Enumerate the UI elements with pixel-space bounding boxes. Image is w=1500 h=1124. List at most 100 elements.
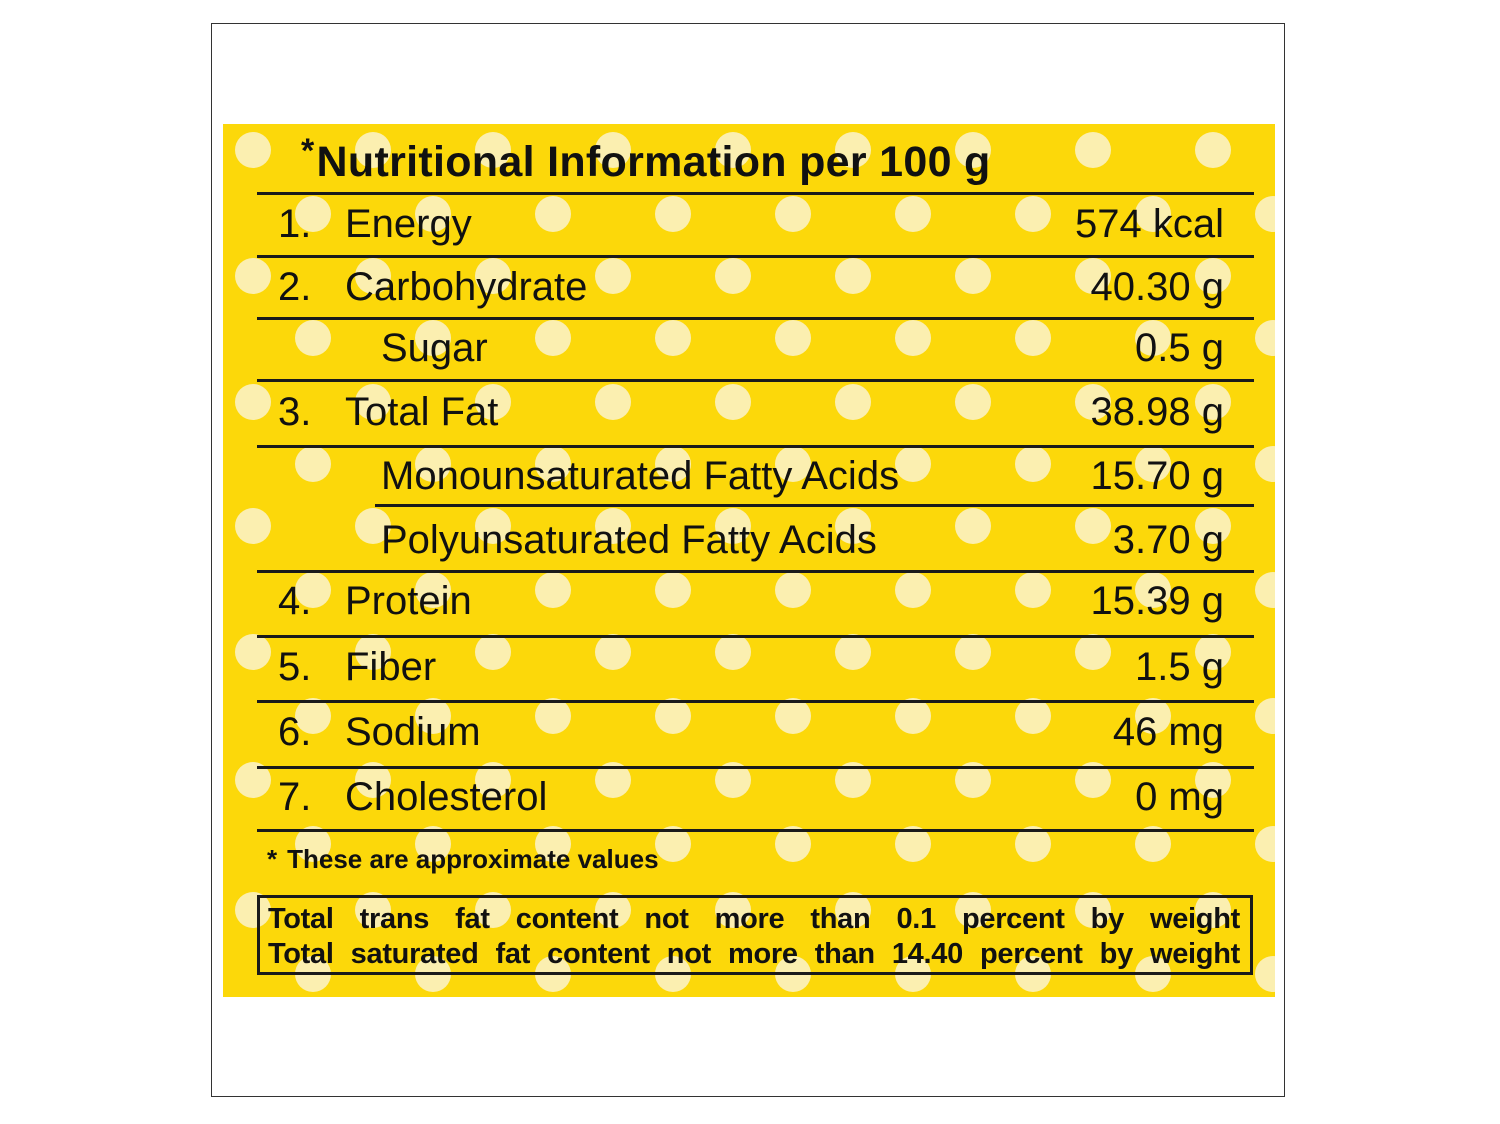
row-number: 7.: [278, 775, 312, 819]
nutrient-row-polyunsaturated: Polyunsaturated Fatty Acids 3.70 g: [223, 515, 1275, 565]
polka-dot: [415, 826, 451, 862]
polka-dot: [235, 508, 271, 544]
polka-dot: [1195, 258, 1231, 294]
polka-dot: [295, 572, 331, 608]
polka-dot: [595, 384, 631, 420]
footnote-asterisk: *: [267, 844, 278, 874]
polka-dot: [295, 446, 331, 482]
polka-dot: [295, 826, 331, 862]
polka-dot: [355, 892, 391, 928]
polka-dot: [535, 572, 571, 608]
polka-dot: [595, 892, 631, 928]
polka-dot: [355, 634, 391, 670]
polka-dot: [1075, 132, 1111, 168]
saturated-fat-statement: Total saturated fat content not more tha…: [268, 938, 1240, 970]
nutrient-label: Fiber: [345, 645, 437, 689]
polka-dot: [1195, 132, 1231, 168]
nutrient-row-energy: 1. Energy 574 kcal: [223, 199, 1275, 249]
footnote: * These are approximate values: [267, 844, 659, 875]
rule-9: [257, 766, 1254, 769]
polka-dot: [475, 762, 511, 798]
polka-dot: [355, 132, 391, 168]
row-number: 4.: [278, 579, 312, 623]
polka-dot: [295, 698, 331, 734]
row-number: 6.: [278, 710, 312, 754]
polka-dot: [475, 634, 511, 670]
nutrient-label: Protein: [345, 579, 472, 623]
polka-dot: [1255, 956, 1275, 992]
polka-dot: [475, 258, 511, 294]
nutrient-label: Cholesterol: [345, 775, 548, 819]
polka-dot: [1255, 572, 1275, 608]
rule-6: [257, 570, 1254, 573]
nutrient-row-carbohydrate: 2. Carbohydrate 40.30 g: [223, 262, 1275, 312]
polka-dot: [1195, 892, 1231, 928]
polka-dot: [415, 446, 451, 482]
polka-dot: [955, 132, 991, 168]
polka-dot: [235, 384, 271, 420]
polka-dot: [235, 892, 271, 928]
polka-dot: [1255, 446, 1275, 482]
nutrient-label: Sodium: [345, 710, 481, 754]
nutrient-row-fiber: 5. Fiber 1.5 g: [223, 642, 1275, 692]
row-number: 3.: [278, 390, 312, 434]
nutrient-label: Energy: [345, 202, 472, 246]
polka-dot: [1195, 384, 1231, 420]
nutrient-row-protein: 4. Protein 15.39 g: [223, 576, 1275, 626]
nutrient-row-total-fat: 3. Total Fat 38.98 g: [223, 387, 1275, 437]
polka-dot: [895, 572, 931, 608]
rule-1: [257, 255, 1254, 258]
polka-dot: [1075, 508, 1111, 544]
polka-dot: [715, 132, 751, 168]
polka-dot: [1015, 196, 1051, 232]
polka-dot: [955, 508, 991, 544]
nutrient-value: 40.30 g: [1090, 265, 1224, 309]
polka-dot: [775, 196, 811, 232]
trans-fat-statement: Total trans fat content not more than 0.…: [268, 903, 1240, 935]
polka-dot: [835, 132, 871, 168]
nutrient-value: 0 mg: [1135, 775, 1224, 819]
polka-dot: [415, 196, 451, 232]
polka-dot: [775, 320, 811, 356]
polka-dot: [535, 698, 571, 734]
polka-dot: [835, 634, 871, 670]
polka-dot: [835, 892, 871, 928]
polka-dot: [715, 892, 751, 928]
polka-dot: [655, 698, 691, 734]
polka-dot: [355, 384, 391, 420]
nutrient-value: 3.70 g: [1112, 518, 1224, 562]
polka-dot: [1015, 446, 1051, 482]
rule-top: [257, 192, 1254, 195]
polka-dot: [355, 508, 391, 544]
polka-dot: [715, 508, 751, 544]
polka-dot: [1135, 196, 1171, 232]
nutrient-label: Sugar: [381, 326, 488, 370]
nutrient-value: 0.5 g: [1135, 326, 1224, 370]
polka-dot: [955, 892, 991, 928]
polka-dot: [655, 446, 691, 482]
footnote-text: These are approximate values: [287, 844, 659, 874]
nutrient-row-sodium: 6. Sodium 46 mg: [223, 707, 1275, 757]
polka-dot: [1255, 196, 1275, 232]
polka-dot: [775, 826, 811, 862]
rule-4: [257, 445, 1254, 448]
polka-dot: [895, 446, 931, 482]
polka-dot: [655, 320, 691, 356]
rule-5: [375, 504, 1254, 507]
polka-dot: [535, 196, 571, 232]
polka-dot: [835, 508, 871, 544]
polka-dot: [1015, 320, 1051, 356]
polka-dot: [835, 258, 871, 294]
nutrient-label: Monounsaturated Fatty Acids: [381, 454, 900, 498]
title-text: Nutritional Information per 100 g: [316, 138, 991, 186]
nutrient-value: 1.5 g: [1135, 645, 1224, 689]
polka-dot: [595, 508, 631, 544]
polka-dot: [1075, 634, 1111, 670]
polka-dot: [1015, 572, 1051, 608]
polka-dot: [355, 762, 391, 798]
polka-dot: [1015, 826, 1051, 862]
polka-dot: [295, 196, 331, 232]
polka-dot: [1255, 826, 1275, 862]
polka-dot: [475, 384, 511, 420]
polka-dot: [235, 634, 271, 670]
